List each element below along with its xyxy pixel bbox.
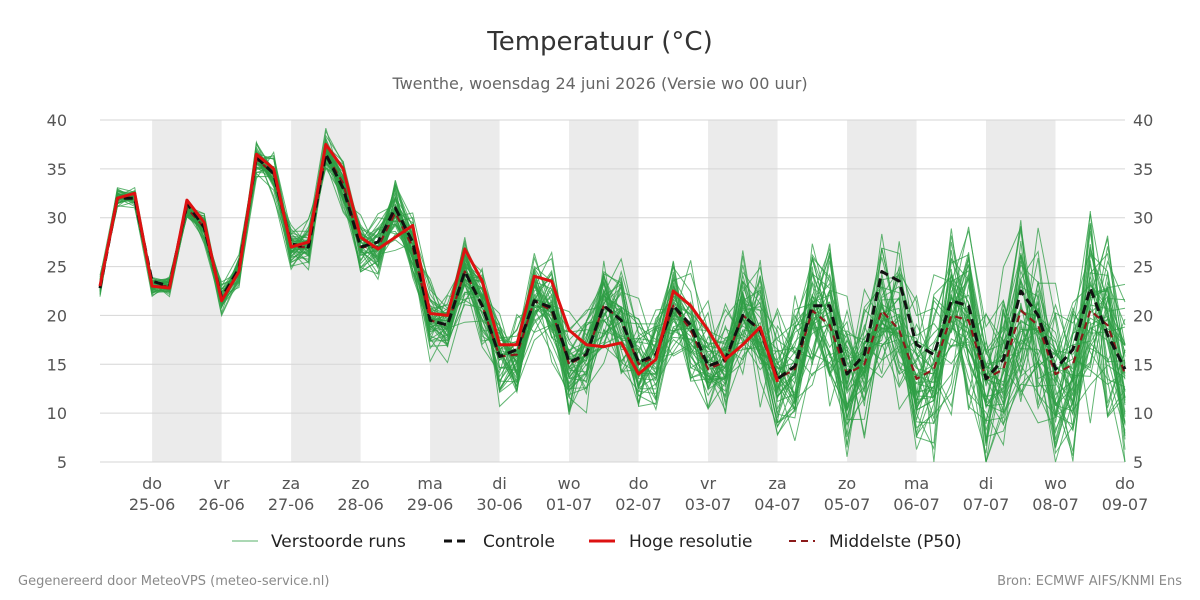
- x-tick-date: 03-07: [685, 495, 732, 514]
- chart-title: Temperatuur (°C): [486, 27, 712, 57]
- x-tick-date: 27-06: [268, 495, 315, 514]
- x-tick-date: 30-06: [476, 495, 523, 514]
- x-tick-day: za: [282, 474, 300, 493]
- x-tick-day: do: [1115, 474, 1135, 493]
- x-tick-date: 09-07: [1102, 495, 1149, 514]
- day-band: [430, 120, 500, 462]
- x-tick-date: 02-07: [615, 495, 662, 514]
- x-tick-date: 08-07: [1032, 495, 1079, 514]
- y-tick-label: 15: [1133, 355, 1153, 374]
- legend-label-p50: Middelste (P50): [829, 532, 962, 552]
- x-axis: do 25-06 vr 26-06 za 27-06 zo 28-06 ma 29-06 di 30-…: [129, 474, 1148, 514]
- y-tick-label: 20: [47, 306, 67, 325]
- y-axis-left: 5 10 15 20 25 30 35 40: [47, 111, 67, 472]
- y-tick-label: 25: [1133, 258, 1153, 277]
- x-tick-day: vr: [214, 474, 230, 493]
- ensemble-member-line: [99, 150, 1126, 456]
- x-tick-date: 26-06: [198, 495, 245, 514]
- x-tick-day: zo: [351, 474, 369, 493]
- x-tick-date: 29-06: [407, 495, 454, 514]
- y-tick-label: 10: [1133, 404, 1153, 423]
- x-tick-day: do: [142, 474, 162, 493]
- y-tick-label: 40: [47, 111, 67, 130]
- x-tick-day: do: [629, 474, 649, 493]
- x-tick-day: za: [768, 474, 786, 493]
- main-series-lines: [98, 142, 1127, 383]
- x-tick-day: ma: [417, 474, 442, 493]
- legend-label-hoge-resolutie: Hoge resolutie: [629, 532, 753, 552]
- legend-label-controle: Controle: [483, 532, 555, 552]
- footer-generated-by: Gegenereerd door MeteoVPS (meteo-service…: [18, 574, 329, 589]
- y-tick-label: 5: [57, 453, 67, 472]
- y-tick-label: 10: [47, 404, 67, 423]
- legend: Verstoorde runs Controle Hoge resolutie …: [232, 532, 962, 552]
- y-tick-label: 35: [1133, 160, 1153, 179]
- ensemble-member-line: [99, 153, 1126, 463]
- series-line-controle: [98, 152, 1127, 381]
- x-tick-day: wo: [558, 474, 581, 493]
- x-tick-day: ma: [904, 474, 929, 493]
- x-tick-day: vr: [700, 474, 716, 493]
- y-tick-label: 35: [47, 160, 67, 179]
- y-tick-label: 40: [1133, 111, 1153, 130]
- x-tick-day: wo: [1044, 474, 1067, 493]
- x-tick-day: zo: [838, 474, 856, 493]
- y-axis-right: 5 10 15 20 25 30 35 40: [1133, 111, 1153, 472]
- x-tick-date: 04-07: [754, 495, 801, 514]
- day-band: [291, 120, 361, 462]
- x-tick-day: di: [492, 474, 507, 493]
- x-tick-date: 28-06: [337, 495, 384, 514]
- ensemble-member-line: [99, 155, 1126, 462]
- y-tick-label: 30: [1133, 209, 1153, 228]
- x-tick-date: 01-07: [546, 495, 593, 514]
- chart-subtitle: Twenthe, woensdag 24 juni 2026 (Versie w…: [391, 74, 807, 93]
- ensemble-member-line: [99, 151, 1126, 452]
- y-tick-label: 20: [1133, 306, 1153, 325]
- series-line-hoge-resolutie: [98, 142, 779, 383]
- x-tick-date: 07-07: [963, 495, 1010, 514]
- x-tick-date: 25-06: [129, 495, 176, 514]
- day-band: [847, 120, 917, 462]
- series-line-middelste-p50: [98, 153, 1127, 380]
- y-tick-label: 30: [47, 209, 67, 228]
- footer-source: Bron: ECMWF AIFS/KNMI Ens: [997, 574, 1182, 589]
- x-tick-day: di: [979, 474, 994, 493]
- y-tick-label: 25: [47, 258, 67, 277]
- x-tick-date: 06-07: [893, 495, 940, 514]
- x-tick-date: 05-07: [824, 495, 871, 514]
- y-tick-label: 15: [47, 355, 67, 374]
- y-tick-label: 5: [1133, 453, 1143, 472]
- legend-label-ensemble: Verstoorde runs: [271, 532, 406, 552]
